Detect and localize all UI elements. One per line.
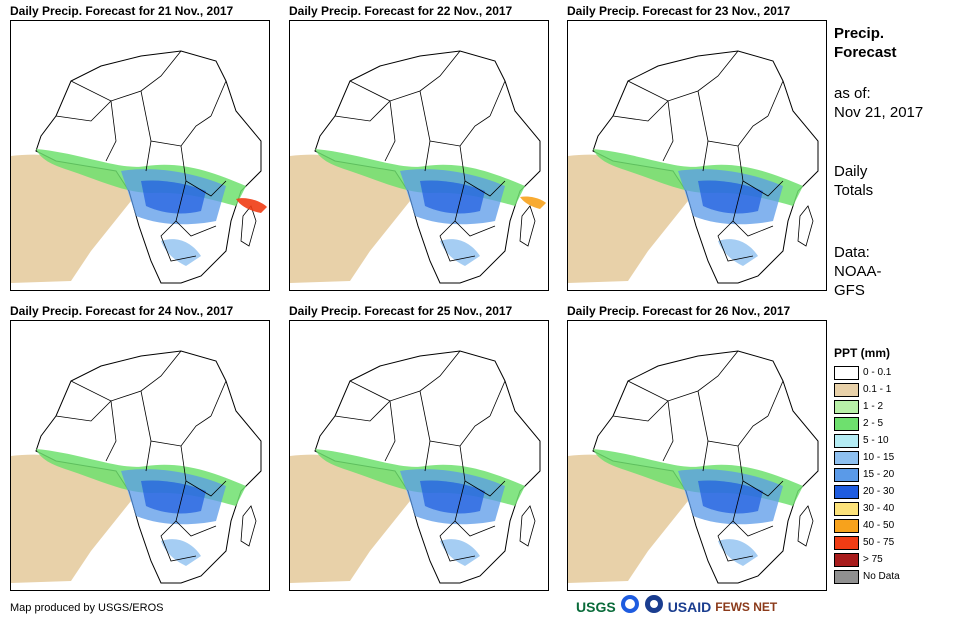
precip-map — [567, 320, 827, 591]
side-totals: Daily Totals — [834, 162, 873, 200]
legend-label: 0 - 0.1 — [863, 367, 892, 378]
legend-row: 10 - 15 — [834, 449, 900, 466]
precip-map — [10, 320, 270, 591]
fewsnet-logo: FEWS NET — [715, 599, 778, 614]
forecast-panel-4: Daily Precip. Forecast for 24 Nov., 2017 — [10, 304, 270, 591]
legend-label: No Data — [863, 571, 900, 582]
legend-label: 30 - 40 — [863, 503, 895, 514]
data-line1: NOAA- — [834, 263, 882, 280]
ppt-legend: PPT (mm) 0 - 0.1 0.1 - 1 1 - 2 2 - 5 5 - 10 1… — [834, 346, 900, 585]
precip-map — [567, 20, 827, 291]
legend-row: 40 - 50 — [834, 517, 900, 534]
precip-map — [10, 20, 270, 291]
data-label: Data: — [834, 244, 870, 261]
legend-label: 5 - 10 — [863, 435, 889, 446]
side-data-source: Data: NOAA- GFS — [834, 243, 882, 300]
legend-swatch — [834, 569, 859, 584]
data-line2: GFS — [834, 282, 865, 299]
panel-title: Daily Precip. Forecast for 25 Nov., 2017 — [289, 304, 513, 318]
forecast-panel-6: Daily Precip. Forecast for 26 Nov., 2017 — [567, 304, 827, 591]
precip-map — [289, 320, 549, 591]
usgs-logo: USGS — [576, 598, 616, 615]
legend-swatch — [834, 433, 859, 448]
panel-title: Daily Precip. Forecast for 26 Nov., 2017 — [567, 304, 791, 318]
legend-label: 20 - 30 — [863, 486, 895, 497]
asof-label: as of: — [834, 85, 871, 102]
usaid-logo: USAID — [667, 598, 712, 615]
legend-label: 15 - 20 — [863, 469, 895, 480]
panel-title: Daily Precip. Forecast for 21 Nov., 2017 — [10, 4, 234, 18]
panel-title: Daily Precip. Forecast for 23 Nov., 2017 — [567, 4, 791, 18]
legend-swatch — [834, 518, 859, 533]
legend-row: 5 - 10 — [834, 432, 900, 449]
legend-label: 2 - 5 — [863, 418, 884, 429]
legend-swatch — [834, 535, 859, 550]
legend-row: > 75 — [834, 551, 900, 568]
legend-row: 15 - 20 — [834, 466, 900, 483]
forecast-panel-1: Daily Precip. Forecast for 21 Nov., 2017 — [10, 4, 270, 291]
legend-row: 2 - 5 — [834, 415, 900, 432]
side-heading: Precip. Forecast — [834, 24, 897, 62]
legend-swatch — [834, 399, 859, 414]
forecast-panel-5: Daily Precip. Forecast for 25 Nov., 2017 — [289, 304, 549, 591]
precip-map — [289, 20, 549, 291]
legend-row: 50 - 75 — [834, 534, 900, 551]
totals-line1: Daily — [834, 163, 868, 180]
panel-title: Daily Precip. Forecast for 22 Nov., 2017 — [289, 4, 513, 18]
dhs-seal-icon — [644, 594, 664, 619]
heading-line1: Precip. — [834, 25, 885, 42]
legend-label: 50 - 75 — [863, 537, 895, 548]
legend-swatch — [834, 365, 859, 380]
forecast-panel-2: Daily Precip. Forecast for 22 Nov., 2017 — [289, 4, 549, 291]
legend-swatch — [834, 416, 859, 431]
heading-line2: Forecast — [834, 44, 897, 61]
side-asof: as of: Nov 21, 2017 — [834, 84, 923, 122]
legend-label: > 75 — [863, 554, 883, 565]
legend-swatch — [834, 382, 859, 397]
map-credit: Map produced by USGS/EROS — [10, 602, 164, 614]
legend-row: 0 - 0.1 — [834, 364, 900, 381]
legend-swatch — [834, 501, 859, 516]
legend-row: No Data — [834, 568, 900, 585]
legend-label: 10 - 15 — [863, 452, 895, 463]
legend-swatch — [834, 467, 859, 482]
legend-swatch — [834, 484, 859, 499]
logo-strip: USGS USAID FEWS NET — [576, 594, 777, 619]
legend-label: 40 - 50 — [863, 520, 895, 531]
forecast-panel-3: Daily Precip. Forecast for 23 Nov., 2017 — [567, 4, 827, 291]
panel-title: Daily Precip. Forecast for 24 Nov., 2017 — [10, 304, 234, 318]
legend-title: PPT (mm) — [834, 346, 891, 360]
legend-row: 0.1 - 1 — [834, 381, 900, 398]
asof-date: Nov 21, 2017 — [834, 104, 924, 121]
legend-row: 20 - 30 — [834, 483, 900, 500]
legend-label: 1 - 2 — [863, 401, 884, 412]
legend-swatch — [834, 552, 859, 567]
legend-row: 30 - 40 — [834, 500, 900, 517]
legend-swatch — [834, 450, 859, 465]
legend-row: 1 - 2 — [834, 398, 900, 415]
totals-line2: Totals — [834, 182, 874, 199]
legend-label: 0.1 - 1 — [863, 384, 892, 395]
noaa-logo-icon — [620, 594, 640, 619]
